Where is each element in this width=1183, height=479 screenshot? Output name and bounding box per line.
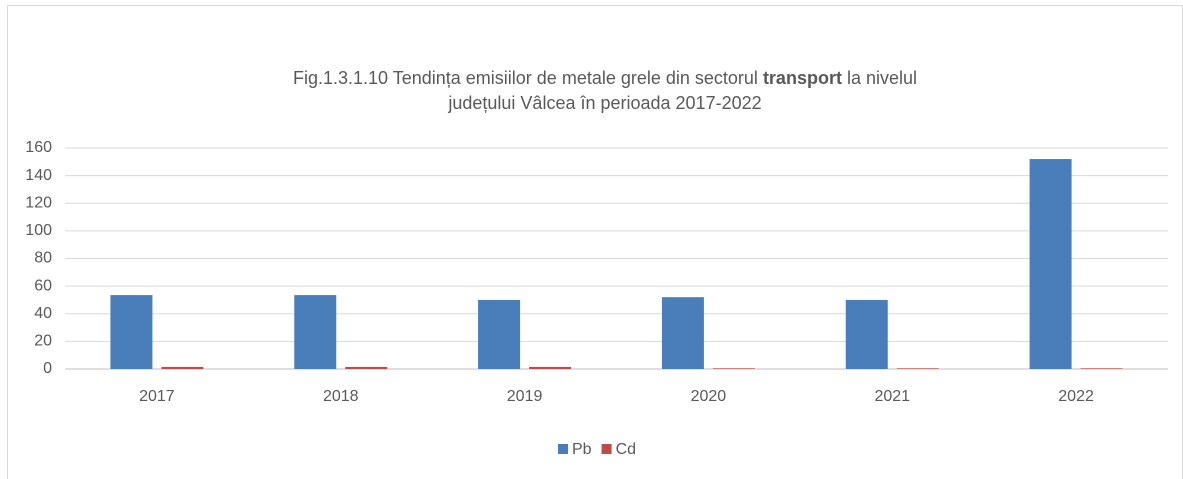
bar [1080,368,1123,369]
chart-title: județului Vâlcea în perioada 2017-2022 [447,93,761,113]
y-tick-label: 60 [34,277,52,294]
y-tick-label: 140 [25,167,52,184]
bar [529,366,572,369]
bar [712,368,755,369]
bar [110,295,153,369]
x-tick-label: 2019 [507,388,543,405]
bar [478,299,521,369]
y-tick-label: 160 [25,139,52,156]
bar [896,368,939,369]
x-tick-label: 2018 [323,388,359,405]
bar [661,297,704,369]
legend-swatch [601,444,612,454]
legend-label: Pb [572,441,592,458]
bar [1029,159,1072,369]
bar [294,295,337,369]
x-tick-label: 2020 [691,388,727,405]
y-tick-label: 0 [43,360,52,377]
bar [845,299,888,369]
x-tick-label: 2017 [139,388,175,405]
x-tick-label: 2022 [1058,388,1094,405]
title-part: la nivelul [847,68,917,88]
y-tick-label: 20 [34,333,52,350]
bar [345,366,388,369]
y-tick-label: 40 [34,305,52,322]
chart-title: Fig.1.3.1.10 Tendința emisiilor de metal… [293,68,917,88]
title-part: Fig.1.3.1.10 Tendința emisiilor de metal… [293,68,758,88]
bar [161,366,204,369]
title-part: transport [763,68,842,88]
y-tick-label: 80 [34,250,52,267]
legend-label: Cd [616,441,636,458]
legend-swatch [558,444,568,454]
y-tick-label: 120 [25,194,52,211]
y-tick-label: 100 [25,222,52,239]
title-part: județului Vâlcea în perioada 2017-2022 [447,93,761,113]
x-tick-label: 2021 [874,388,910,405]
